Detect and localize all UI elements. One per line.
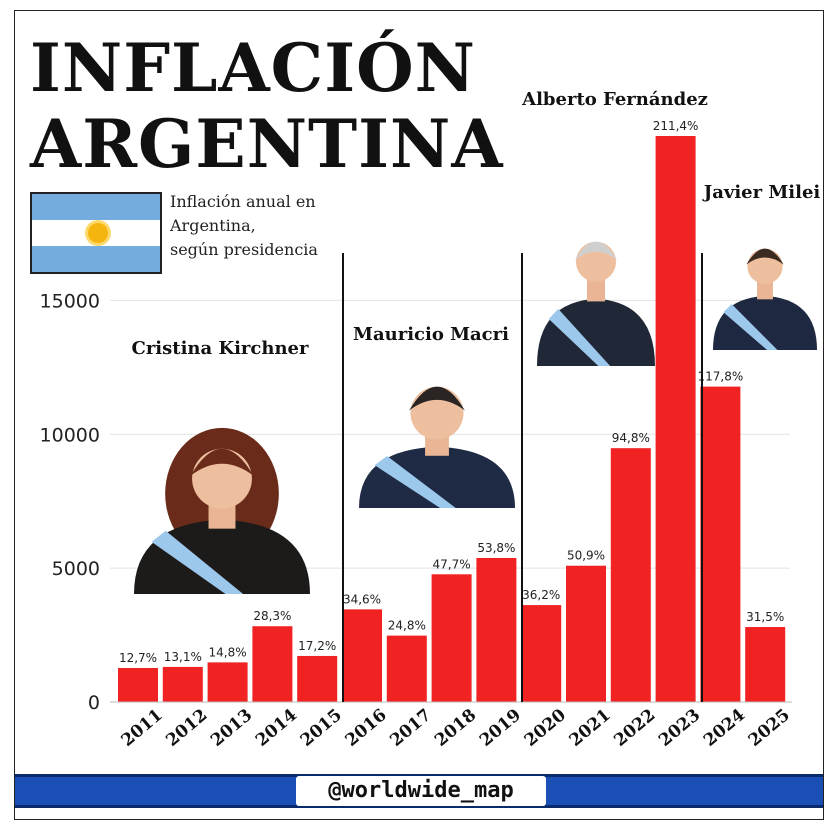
data-label: 53,8% (477, 541, 515, 555)
data-label: 12,7% (119, 651, 157, 665)
title-line-2: ARGENTINA (30, 105, 504, 183)
president-name: Mauricio Macri (353, 324, 509, 345)
subtitle: Inflación anual en Argentina, según pres… (170, 190, 400, 262)
x-tick-label: 2024 (700, 705, 749, 751)
data-label: 50,9% (567, 549, 605, 563)
sun-of-may-icon (88, 223, 108, 243)
bar (297, 655, 338, 702)
subtitle-line-1: Inflación anual en Argentina, (170, 192, 316, 235)
bar (745, 627, 786, 702)
bar (207, 662, 248, 702)
bar (655, 136, 696, 702)
bar (476, 557, 517, 702)
argentina-flag-icon (30, 192, 162, 274)
x-tick-label: 2012 (162, 705, 211, 751)
author-handle: @worldwide_map (296, 776, 546, 806)
bar (610, 448, 651, 702)
president-name: Javier Milei (702, 182, 821, 203)
x-tick-label: 2018 (431, 705, 480, 751)
bar (700, 386, 741, 702)
y-tick-label: 10000 (40, 424, 100, 446)
milei-portrait (713, 248, 817, 350)
data-label: 17,2% (298, 639, 336, 653)
data-label: 211,4% (653, 119, 699, 133)
x-tick-label: 2013 (207, 705, 256, 751)
x-tick-label: 2015 (297, 705, 346, 751)
data-label: 47,7% (433, 557, 471, 571)
macri-portrait (359, 386, 515, 508)
data-label: 34,6% (343, 592, 381, 606)
x-tick-label: 2023 (655, 705, 704, 751)
x-tick-label: 2016 (342, 705, 391, 751)
title-line-1: INFLACIÓN (30, 29, 476, 107)
x-tick-label: 2017 (386, 705, 435, 751)
bar (252, 626, 293, 702)
bar (118, 667, 158, 702)
fernandez-portrait (537, 241, 655, 366)
bar (386, 635, 427, 702)
president-name: Alberto Fernández (521, 89, 708, 110)
data-label: 14,8% (209, 645, 247, 659)
x-tick-label: 2021 (566, 705, 615, 751)
president-name: Cristina Kirchner (132, 338, 310, 359)
data-label: 24,8% (388, 619, 426, 633)
data-label: 28,3% (253, 609, 291, 623)
y-tick-label: 5000 (52, 558, 100, 580)
bar (342, 609, 382, 702)
data-label: 31,5% (746, 610, 784, 624)
x-tick-label: 2019 (476, 705, 525, 751)
x-tick-label: 2025 (745, 705, 794, 751)
bar (162, 666, 203, 702)
y-tick-label: 0 (88, 692, 100, 714)
subtitle-line-2: según presidencia (170, 240, 318, 259)
x-tick-label: 2014 (252, 705, 301, 751)
x-tick-label: 2022 (610, 705, 659, 751)
bar (566, 565, 606, 702)
page-title: INFLACIÓN ARGENTINA (30, 30, 504, 182)
bar (431, 574, 472, 702)
x-tick-label: 2011 (118, 705, 167, 751)
data-label: 13,1% (164, 650, 202, 664)
y-tick-label: 15000 (40, 290, 100, 312)
bar (521, 605, 562, 702)
kirchner-portrait (134, 427, 310, 594)
data-label: 117,8% (698, 370, 744, 384)
x-tick-label: 2020 (521, 705, 570, 751)
data-label: 36,2% (522, 588, 560, 602)
data-label: 94,8% (612, 431, 650, 445)
